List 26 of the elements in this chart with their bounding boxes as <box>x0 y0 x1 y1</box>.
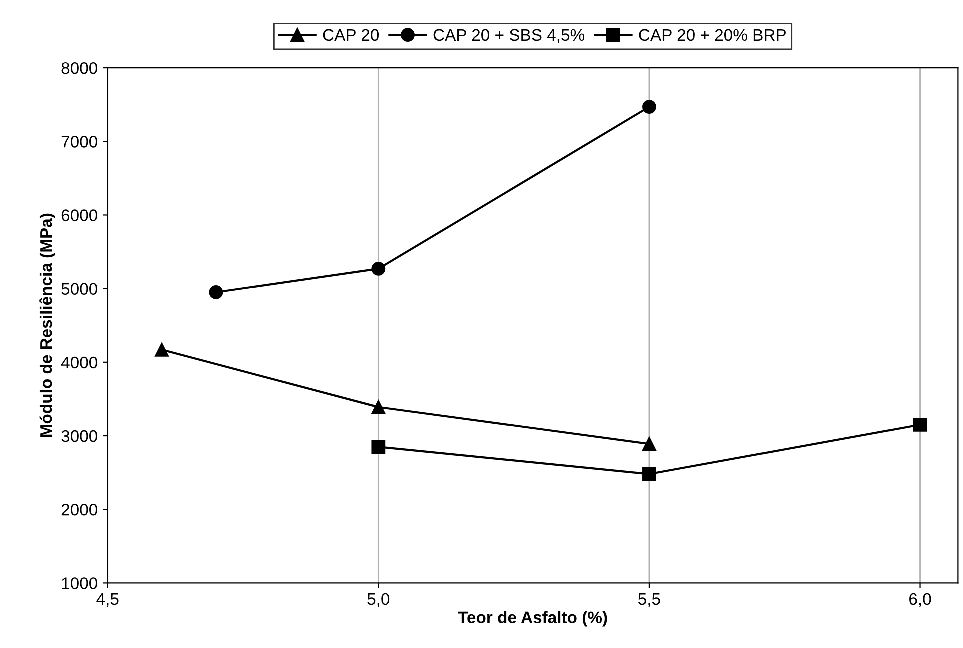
point <box>642 467 656 482</box>
x-axis-title: Teor de Asfalto (%) <box>458 611 608 627</box>
point <box>642 100 656 114</box>
y-axis-title: Módulo de Resiliência (MPa) <box>40 214 56 438</box>
legend-label: CAP 20 + SBS 4,5% <box>434 29 585 44</box>
legend-label: CAP 20 + 20% BRP <box>639 29 786 42</box>
point <box>913 418 928 432</box>
x-tick-label: 6,0 <box>910 593 932 608</box>
legend-label: CAP 20 <box>323 29 380 42</box>
point <box>372 400 386 414</box>
y-tick-label: 6000 <box>62 210 98 222</box>
point <box>642 437 656 452</box>
x-tick-label: 5,5 <box>638 594 660 608</box>
y-tick-label: 4000 <box>61 356 98 369</box>
y-tick-label: 8000 <box>62 62 98 74</box>
y-tick-label: 1000 <box>62 578 98 590</box>
x-tick-label: 4,5 <box>96 594 119 608</box>
point <box>372 262 386 276</box>
point <box>372 440 386 454</box>
y-tick-label: 5000 <box>62 283 98 296</box>
y-tick-label: 3000 <box>62 430 98 442</box>
point <box>209 286 224 300</box>
x-tick-label: 5,0 <box>368 593 390 608</box>
point <box>155 342 169 357</box>
y-tick-label: 7000 <box>62 136 98 148</box>
y-tick-label: 2000 <box>62 504 98 516</box>
